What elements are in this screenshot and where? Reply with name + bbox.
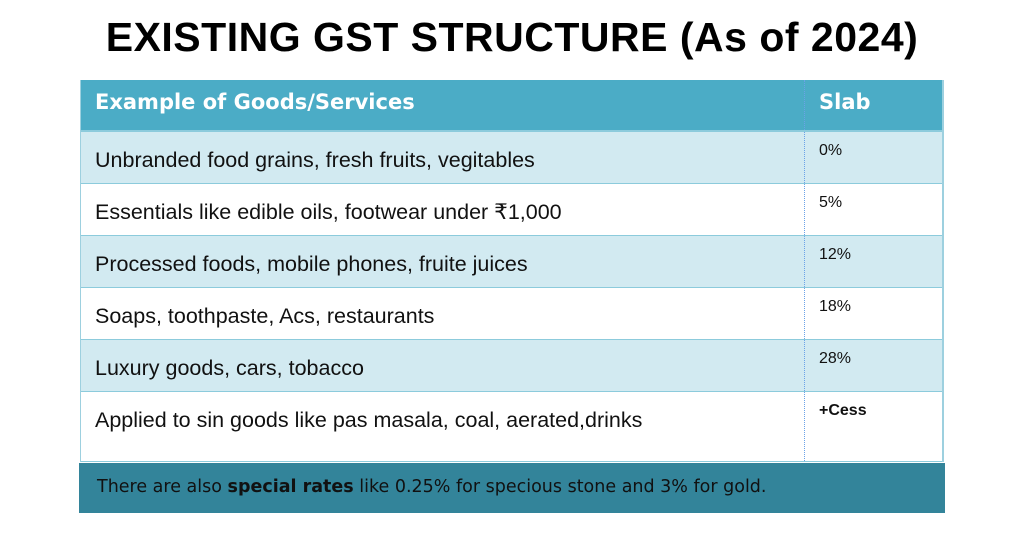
goods-cell: Essentials like edible oils, footwear un… bbox=[81, 184, 805, 235]
table-header: Example of Goods/Services Slab bbox=[81, 80, 942, 132]
table-row: Applied to sin goods like pas masala, co… bbox=[81, 392, 942, 462]
goods-cell: Unbranded food grains, fresh fruits, veg… bbox=[81, 132, 805, 183]
footer-text-bold: special rates bbox=[227, 477, 354, 497]
footer-note: There are also special rates like 0.25% … bbox=[79, 463, 945, 513]
page-title: EXISTING GST STRUCTURE (As of 2024) bbox=[105, 14, 919, 60]
slab-cell: 5% bbox=[819, 194, 843, 211]
table-row: Unbranded food grains, fresh fruits, veg… bbox=[81, 132, 942, 184]
table-row: Luxury goods, cars, tobacco 28% bbox=[81, 340, 942, 392]
slab-cell: 12% bbox=[819, 246, 852, 263]
table-row: Essentials like edible oils, footwear un… bbox=[81, 184, 942, 236]
footer-text-post: like 0.25% for specious stone and 3% for… bbox=[353, 477, 767, 497]
goods-cell: Soaps, toothpaste, Acs, restaurants bbox=[81, 288, 805, 339]
goods-cell: Luxury goods, cars, tobacco bbox=[81, 340, 805, 391]
footer-text-pre: There are also bbox=[97, 477, 228, 497]
header-goods: Example of Goods/Services bbox=[81, 80, 805, 130]
goods-cell: Applied to sin goods like pas masala, co… bbox=[81, 392, 805, 461]
slab-cell: +Cess bbox=[819, 402, 867, 419]
slab-cell: 0% bbox=[819, 142, 843, 159]
slab-cell: 18% bbox=[819, 298, 852, 315]
slab-cell: 28% bbox=[819, 350, 852, 367]
gst-table: Example of Goods/Services Slab Unbranded… bbox=[80, 80, 944, 462]
goods-cell: Processed foods, mobile phones, fruite j… bbox=[81, 236, 805, 287]
table-row: Soaps, toothpaste, Acs, restaurants 18% bbox=[81, 288, 942, 340]
table-row: Processed foods, mobile phones, fruite j… bbox=[81, 236, 942, 288]
header-slab: Slab bbox=[819, 90, 871, 114]
